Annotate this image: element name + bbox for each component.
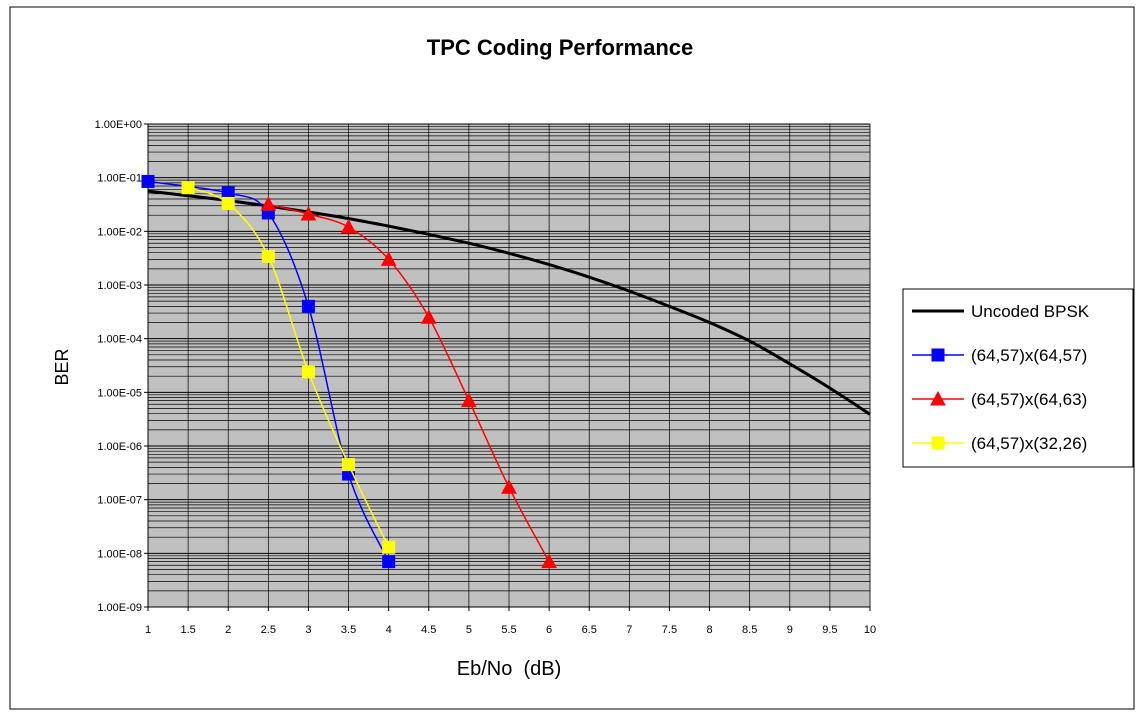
x-tick-label: 5.5 xyxy=(501,624,516,636)
x-tick-label: 7 xyxy=(626,624,632,636)
data-point xyxy=(300,205,317,221)
x-tick-label: 7.5 xyxy=(662,624,677,636)
x-tick-label: 6.5 xyxy=(582,624,597,636)
x-tick-label: 9 xyxy=(787,624,793,636)
legend: Uncoded BPSK (64,57)x(64,57) (64,57)x(64,6… xyxy=(902,288,1134,468)
data-point xyxy=(380,251,397,266)
data-point xyxy=(420,309,437,324)
data-point xyxy=(461,392,477,408)
data-point xyxy=(501,479,517,494)
data-point xyxy=(382,540,396,554)
data-point xyxy=(181,181,195,195)
x-axis-label: Eb/No (dB) xyxy=(457,658,561,680)
y-tick-label: 1.00E-09 xyxy=(97,602,142,614)
legend-label: Uncoded BPSK xyxy=(971,302,1090,321)
x-tick-label: 10 xyxy=(864,624,876,636)
y-tick-label: 1.00E+00 xyxy=(95,119,142,131)
legend-swatch-marker xyxy=(930,390,946,406)
data-point xyxy=(260,196,277,211)
legend-label: (64,57)x(64,57) xyxy=(971,346,1087,365)
data-point xyxy=(342,458,356,472)
data-point xyxy=(301,299,315,313)
data-point xyxy=(221,197,235,211)
data-point xyxy=(340,219,357,234)
x-tick-label: 9.5 xyxy=(822,624,837,636)
data-point xyxy=(141,174,155,188)
x-tick-label: 8 xyxy=(706,624,712,636)
legend-label: (64,57)x(32,26) xyxy=(971,434,1087,453)
x-tick-label: 1.5 xyxy=(180,624,195,636)
y-tick-label: 1.00E-05 xyxy=(97,387,142,399)
x-tick-label: 1 xyxy=(145,624,151,636)
x-tick-label: 8.5 xyxy=(742,624,757,636)
y-tick-label: 1.00E-01 xyxy=(97,173,142,185)
x-tick-label: 3 xyxy=(305,624,311,636)
legend-swatch-marker xyxy=(931,348,945,362)
y-tick-label: 1.00E-02 xyxy=(97,226,142,238)
chart-title: TPC Coding Performance xyxy=(427,35,693,60)
data-point xyxy=(261,249,275,263)
y-tick-label: 1.00E-04 xyxy=(97,334,142,346)
x-tick-label: 2 xyxy=(225,624,231,636)
y-tick-label: 1.00E-03 xyxy=(97,280,142,292)
y-tick-label: 1.00E-07 xyxy=(97,495,142,507)
x-tick-label: 4.5 xyxy=(421,624,436,636)
y-tick-label: 1.00E-08 xyxy=(97,548,142,560)
legend-swatch-marker xyxy=(931,436,945,450)
y-axis-label: BER xyxy=(52,348,72,385)
x-tick-label: 6 xyxy=(546,624,552,636)
series-group xyxy=(181,181,396,554)
x-tick-label: 3.5 xyxy=(341,624,356,636)
y-tick-label: 1.00E-06 xyxy=(97,441,142,453)
data-point xyxy=(382,555,396,569)
data-point xyxy=(301,365,315,379)
x-tick-label: 4 xyxy=(386,624,392,636)
x-tick-label: 2.5 xyxy=(261,624,276,636)
x-tick-label: 5 xyxy=(466,624,472,636)
legend-label: (64,57)x(64,63) xyxy=(971,390,1087,409)
data-point xyxy=(541,553,557,569)
plot-area: 1.00E+00 1.00E-01 1.00E-02 1.00E-03 1.00E-04… xyxy=(95,119,877,636)
series-group xyxy=(260,196,557,569)
